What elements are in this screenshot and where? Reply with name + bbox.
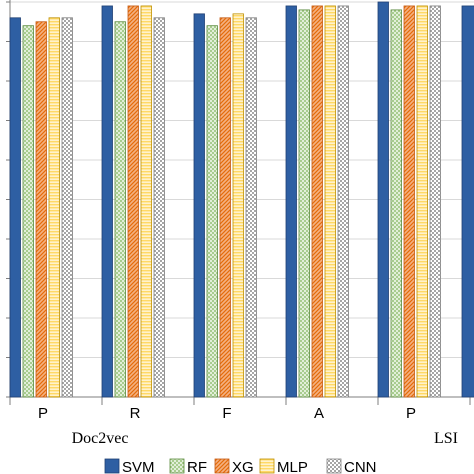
x-tick-label: R (130, 405, 141, 422)
bar-mlp-2 (140, 5, 152, 398)
bar-xg-2 (127, 5, 139, 398)
legend-swatch-xg (214, 458, 230, 474)
bar-partial-clipped (461, 5, 474, 398)
bar-cnn-4 (337, 5, 349, 398)
legend-swatch-svm (104, 458, 120, 474)
bar-rf-1 (22, 25, 34, 398)
bar-cnn-2 (153, 17, 165, 398)
legend-label-mlp: MLP (277, 459, 308, 474)
bar-xg-1 (35, 21, 47, 398)
x-tick-label: F (222, 405, 231, 422)
bar-xg-5 (403, 5, 415, 398)
bar-mlp-3 (232, 13, 244, 398)
group-label: Doc2vec (72, 430, 129, 447)
bar-rf-3 (206, 25, 218, 398)
legend-swatch-rf (169, 458, 185, 474)
legend-label-cnn: CNN (344, 459, 377, 474)
x-tick-label: P (406, 405, 416, 422)
bar-rf-5 (390, 9, 402, 398)
legend-label-xg: XG (232, 459, 254, 474)
bar-mlp-1 (48, 17, 60, 398)
legend-label-rf: RF (187, 459, 207, 474)
group-label: LSI (434, 430, 458, 447)
bars (9, 1, 474, 398)
bar-cnn-3 (245, 17, 257, 398)
bar-mlp-4 (324, 5, 336, 398)
x-tick-label: A (314, 405, 324, 422)
bar-xg-3 (219, 17, 231, 398)
legend: SVM RF XG MLP CNN (104, 458, 377, 474)
group-labels: Doc2vec LSI (72, 430, 458, 447)
legend-swatch-cnn (326, 458, 342, 474)
bar-cnn-1 (61, 17, 73, 398)
bar-svm-5 (377, 1, 389, 398)
bar-svm-1 (9, 17, 21, 398)
bar-rf-2 (114, 21, 126, 398)
bar-xg-4 (311, 5, 323, 398)
bar-svm-4 (285, 5, 297, 398)
x-tick-label: P (38, 405, 48, 422)
bar-rf-4 (298, 9, 310, 398)
bar-svm-3 (193, 13, 205, 398)
legend-swatch-mlp (259, 458, 275, 474)
bar-cnn-5 (429, 5, 441, 398)
legend-label-svm: SVM (122, 459, 155, 474)
bar-svm-2 (101, 5, 113, 398)
bar-mlp-5 (416, 5, 428, 398)
